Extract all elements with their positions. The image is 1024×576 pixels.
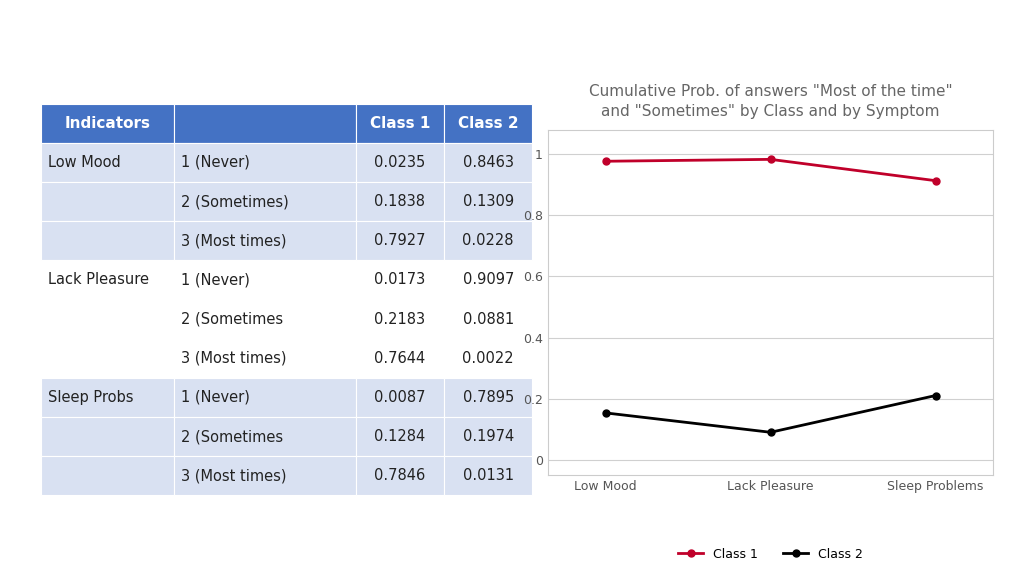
Bar — [355, 182, 444, 221]
Bar — [174, 456, 355, 495]
Text: 0.7644: 0.7644 — [374, 351, 425, 366]
Text: 2 (Sometimes: 2 (Sometimes — [181, 429, 284, 444]
Text: 1 (Never): 1 (Never) — [181, 390, 250, 405]
Bar — [355, 417, 444, 456]
Bar — [444, 417, 532, 456]
Bar — [444, 378, 532, 417]
Text: 0.0173: 0.0173 — [374, 272, 425, 287]
Text: 0.7927: 0.7927 — [374, 233, 426, 248]
Text: 1 (Never): 1 (Never) — [181, 155, 250, 170]
Bar — [355, 378, 444, 417]
Bar — [444, 143, 532, 182]
Bar — [174, 104, 355, 143]
Bar — [355, 339, 444, 378]
Text: Lack Pleasure: Lack Pleasure — [48, 272, 150, 287]
Bar — [444, 182, 532, 221]
Class 2 — [764, 429, 777, 436]
Class 1 — [764, 156, 777, 163]
Text: 0.0881: 0.0881 — [463, 312, 514, 327]
Bar — [41, 417, 174, 456]
Text: Visualising Conditional Probabilities: Visualising Conditional Probabilities — [93, 41, 931, 86]
Legend: Class 1, Class 2: Class 1, Class 2 — [673, 543, 868, 566]
Bar — [174, 182, 355, 221]
Bar — [41, 221, 174, 260]
Text: 0.0235: 0.0235 — [374, 155, 425, 170]
Text: Low Mood: Low Mood — [48, 155, 121, 170]
Bar — [444, 456, 532, 495]
Text: 0.7895: 0.7895 — [463, 390, 514, 405]
Bar — [174, 339, 355, 378]
Text: 0.7846: 0.7846 — [374, 468, 425, 483]
Bar — [41, 339, 174, 378]
Bar — [444, 104, 532, 143]
Bar — [355, 221, 444, 260]
Text: 0.0131: 0.0131 — [463, 468, 514, 483]
Text: Sleep Probs: Sleep Probs — [48, 390, 134, 405]
Line: Class 2: Class 2 — [602, 392, 939, 436]
Text: 0.1309: 0.1309 — [463, 194, 514, 209]
Bar — [174, 143, 355, 182]
Bar — [355, 143, 444, 182]
Bar — [444, 339, 532, 378]
Text: 0.0228: 0.0228 — [463, 233, 514, 248]
Text: 0.8463: 0.8463 — [463, 155, 514, 170]
Text: Class 1: Class 1 — [370, 116, 430, 131]
Text: 0.1284: 0.1284 — [374, 429, 425, 444]
Bar — [444, 260, 532, 300]
Text: 3 (Most times): 3 (Most times) — [181, 233, 287, 248]
Bar — [174, 300, 355, 339]
Text: 0.2183: 0.2183 — [374, 312, 425, 327]
Bar — [355, 104, 444, 143]
Class 2 — [930, 392, 942, 399]
Text: 1 (Never): 1 (Never) — [181, 272, 250, 287]
Text: 0.0087: 0.0087 — [374, 390, 426, 405]
Text: 0.1838: 0.1838 — [374, 194, 425, 209]
Text: 0.0022: 0.0022 — [463, 351, 514, 366]
Bar — [41, 456, 174, 495]
Class 2 — [599, 410, 611, 416]
Bar — [174, 378, 355, 417]
Text: 3 (Most times): 3 (Most times) — [181, 351, 287, 366]
Line: Class 1: Class 1 — [602, 156, 939, 184]
Bar — [355, 300, 444, 339]
Bar — [41, 182, 174, 221]
Bar — [355, 260, 444, 300]
Bar — [41, 260, 174, 300]
Bar — [41, 300, 174, 339]
Bar — [174, 260, 355, 300]
Bar — [444, 300, 532, 339]
Text: 2 (Sometimes: 2 (Sometimes — [181, 312, 284, 327]
Bar — [41, 378, 174, 417]
Text: 3 (Most times): 3 (Most times) — [181, 468, 287, 483]
Text: Indicators: Indicators — [65, 116, 151, 131]
Bar — [355, 456, 444, 495]
Text: 0.1974: 0.1974 — [463, 429, 514, 444]
Bar — [174, 221, 355, 260]
Text: 2 (Sometimes): 2 (Sometimes) — [181, 194, 289, 209]
Bar — [41, 104, 174, 143]
Text: Class 2: Class 2 — [458, 116, 518, 131]
Title: Cumulative Prob. of answers "Most of the time"
and "Sometimes" by Class and by S: Cumulative Prob. of answers "Most of the… — [589, 84, 952, 119]
Bar — [41, 143, 174, 182]
Class 1 — [599, 158, 611, 165]
Class 1 — [930, 177, 942, 184]
Text: 0.9097: 0.9097 — [463, 272, 514, 287]
Bar — [444, 221, 532, 260]
Bar — [174, 417, 355, 456]
